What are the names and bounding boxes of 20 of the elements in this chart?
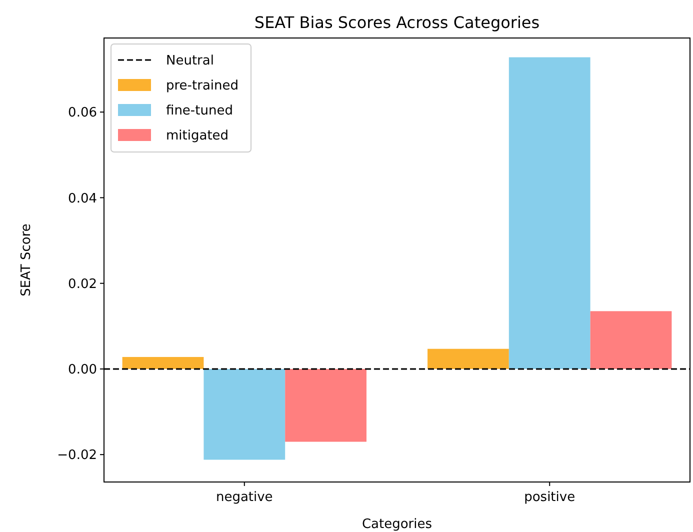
y-tick-label: 0.04 [68, 191, 97, 206]
y-tick-label: 0.06 [68, 106, 97, 121]
x-tick-label: positive [524, 490, 576, 505]
y-tick-label: 0.00 [68, 362, 97, 378]
chart-title: SEAT Bias Scores Across Categories [254, 13, 540, 32]
y-tick-label: 0.02 [68, 276, 97, 292]
bar [285, 368, 366, 442]
legend-label: pre-trained [166, 78, 239, 94]
legend-label: fine-tuned [166, 104, 233, 119]
bar [204, 368, 286, 460]
legend-label: Neutral [166, 54, 214, 69]
bar [590, 311, 672, 369]
y-tick-label: −0.02 [57, 448, 97, 464]
x-axis-title: Categories [362, 517, 432, 532]
y-axis-title: SEAT Score [19, 224, 34, 296]
bar [428, 348, 509, 369]
bar [122, 356, 204, 369]
bar [508, 57, 590, 369]
x-tick-label: negative [216, 490, 273, 505]
legend-label: mitigated [166, 128, 229, 144]
